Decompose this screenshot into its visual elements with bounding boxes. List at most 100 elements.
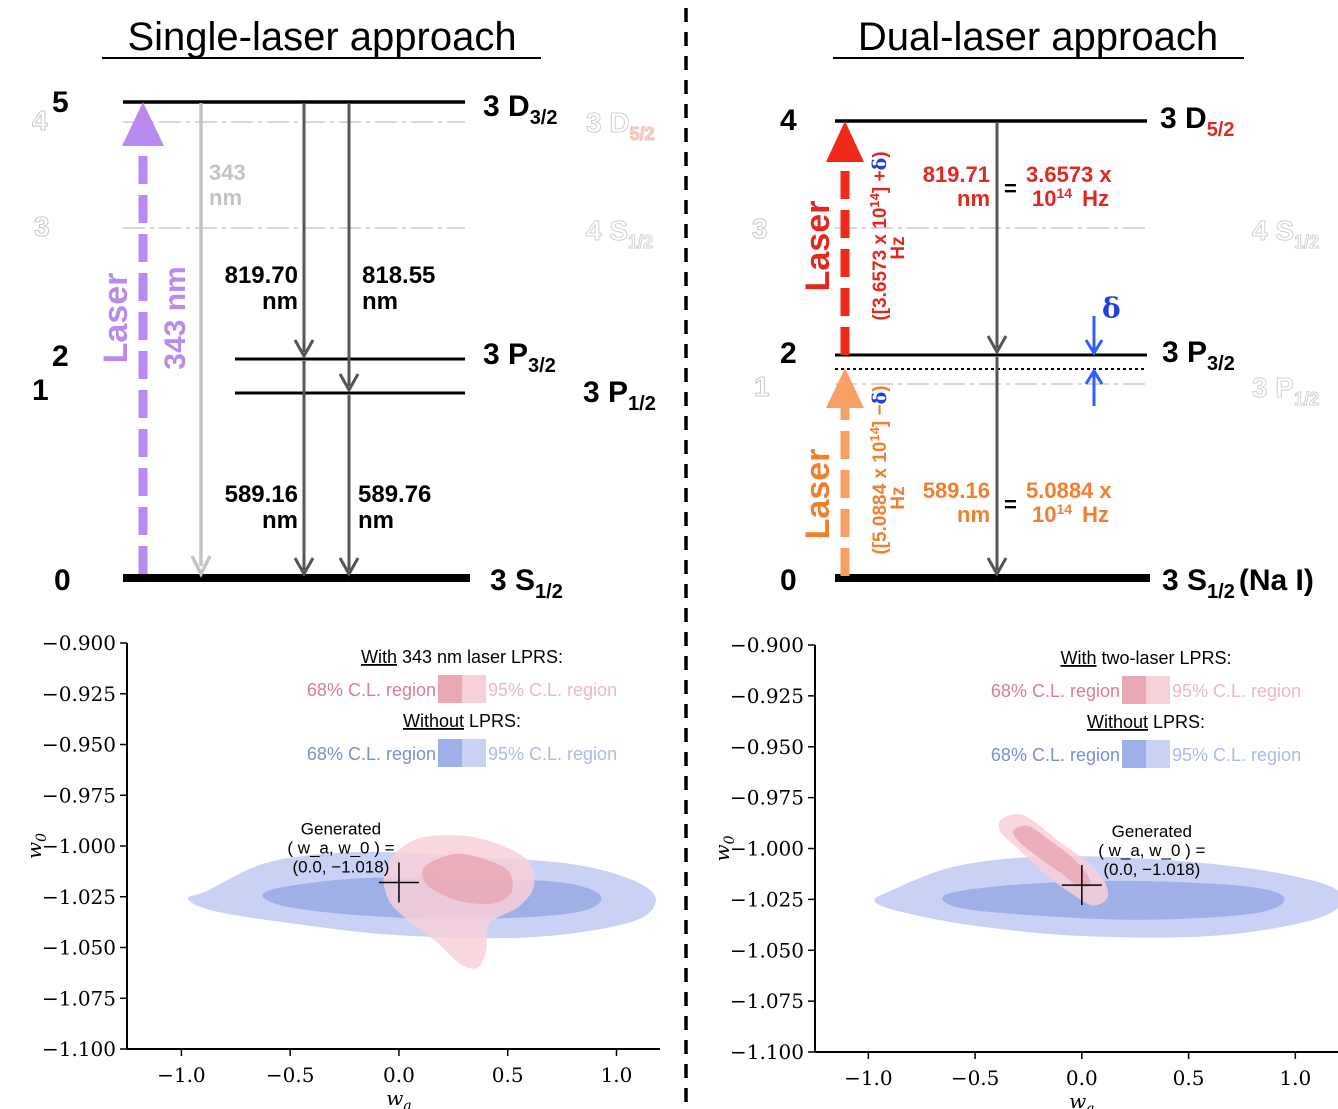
- label-3d52-r: 3 D5/2: [1160, 102, 1235, 141]
- left-contour-plot: −0.900 −0.925 −0.950 −0.975 −1.000 −1.025 −1.0…: [22, 631, 660, 1109]
- y-tick-label: −1.100: [42, 1037, 116, 1061]
- laser-label: Laser: [97, 273, 135, 364]
- level-number-3: 3: [34, 211, 50, 242]
- level-number-0-r: 0: [780, 564, 797, 597]
- upper-laser-unit: Hz: [888, 236, 909, 259]
- right-title: Dual-laser approach: [858, 15, 1218, 59]
- y-tick-label: −1.000: [730, 837, 804, 861]
- arrowhead-81855: [338, 373, 360, 394]
- legend-pink-68-label: 68% C.L. region: [307, 680, 436, 700]
- legend-swatch-blue-95: [1146, 740, 1170, 768]
- legend-pink-95-label: 95% C.L. region: [488, 680, 617, 700]
- level-number-0: 0: [54, 564, 71, 597]
- delta-arrowhead-up: [1084, 368, 1104, 385]
- legend-swatch-pink-95: [462, 675, 486, 703]
- x-axis-label-sub: a: [403, 1098, 411, 1109]
- legend-swatch-pink-68: [1122, 676, 1146, 704]
- y-tick-label: −0.925: [730, 684, 804, 708]
- level-number-4: 4: [32, 105, 48, 136]
- legend-without-heading-u: Without: [403, 711, 464, 731]
- upper-laser-arrowhead: [826, 121, 864, 162]
- level-number-1: 1: [32, 374, 49, 407]
- y-tick-label: −1.100: [730, 1040, 804, 1064]
- y-tick-label: −0.975: [42, 783, 116, 807]
- legend-with-heading-u: With: [1060, 648, 1096, 668]
- generated-label-line: (0.0, −1.018): [293, 858, 390, 877]
- label-ground: 3 S1/2: [490, 564, 563, 603]
- arrowhead-58976: [338, 557, 360, 578]
- legend-pink-95-label: 95% C.L. region: [1172, 681, 1301, 701]
- legend-without-heading-u: Without: [1087, 712, 1148, 732]
- y-tick-label: −1.050: [42, 936, 116, 960]
- y-tick-label: −0.950: [42, 733, 116, 757]
- y-axis-label: w0: [710, 835, 738, 861]
- gray-arrowhead-343: [190, 555, 212, 578]
- x-tick-label: −0.5: [951, 1066, 1000, 1090]
- y-tick-label: −1.075: [730, 989, 804, 1013]
- level-number-1-r: 1: [754, 371, 770, 402]
- x-axis-label: wa: [1069, 1089, 1094, 1109]
- lower-transition-value: 589.16: [923, 478, 990, 503]
- level-number-4-r: 4: [780, 104, 797, 137]
- upper-transition-unit: nm: [957, 186, 990, 211]
- arrowhead-58916-r: [986, 557, 1008, 578]
- legend-swatch-pink-68: [438, 675, 462, 703]
- x-axis-label: wa: [386, 1086, 411, 1109]
- x-tick-label: 0.5: [492, 1063, 524, 1087]
- y-axis-label-sub: 0: [722, 835, 738, 844]
- label-3p32-r: 3 P3/2: [1162, 336, 1235, 375]
- legend-with-heading-rest: two-laser LPRS:: [1096, 648, 1231, 668]
- y-tick-label: −1.025: [730, 887, 804, 911]
- lower-transition-unit: nm: [957, 502, 990, 527]
- y-tick-label: −0.950: [730, 735, 804, 759]
- transition-unit-81855: nm: [362, 288, 398, 315]
- x-axis-label-sub: a: [1086, 1101, 1094, 1109]
- generated-label-line: (0.0, −1.018): [1103, 860, 1200, 879]
- y-tick-label: −1.075: [42, 986, 116, 1010]
- legend-without-heading-rest: LPRS:: [1148, 712, 1205, 732]
- lower-laser-unit: Hz: [888, 486, 909, 509]
- lower-transition-freq2: 1014 Hz: [1032, 501, 1109, 527]
- label-3p32: 3 P3/2: [483, 338, 556, 377]
- legend-with-heading: With two-laser LPRS:: [1060, 648, 1231, 668]
- transition-label-81855: 818.55: [362, 262, 435, 289]
- generated-label-line: ( w_a, w_0 ) =: [287, 839, 394, 858]
- left-energy-diagram: Single-laser approach 5 4 3 2 1 0 3 D3/2…: [32, 15, 656, 603]
- x-tick-label: −0.5: [266, 1063, 315, 1087]
- legend-with-heading: With 343 nm laser LPRS:: [361, 647, 563, 667]
- upper-transition-freq2: 1014 Hz: [1032, 185, 1109, 211]
- x-tick-label: 1.0: [601, 1063, 633, 1087]
- legend-blue-95-label: 95% C.L. region: [1172, 745, 1301, 765]
- upper-laser-label: Laser: [799, 201, 837, 292]
- upper-transition-freq: 3.6573 x: [1026, 162, 1112, 187]
- delta-symbol: δ: [1102, 292, 1121, 325]
- legend-without-heading: Without LPRS:: [1087, 712, 1205, 732]
- x-tick-label: 1.0: [1279, 1066, 1311, 1090]
- transition-unit-58916: nm: [262, 507, 298, 534]
- x-tick-label: 0.0: [383, 1063, 415, 1087]
- contour-pink-68: [422, 853, 513, 905]
- transition-label-81970: 819.70: [225, 262, 298, 289]
- legend-pink-68-label: 68% C.L. region: [991, 681, 1120, 701]
- right-energy-diagram: Dual-laser approach 4 3 2 1 0 3 D5/2 4 S…: [752, 15, 1320, 603]
- generated-label-line: Generated: [1112, 822, 1192, 841]
- y-axis-label-sub: 0: [34, 833, 50, 842]
- legend-without-heading-rest: LPRS:: [464, 711, 521, 731]
- label-3p12: 3 P1/2: [583, 376, 656, 415]
- legend-with-heading-u: With: [361, 647, 397, 667]
- transition-label-58976: 589.76: [358, 481, 431, 508]
- lower-laser-arrowhead: [826, 368, 864, 408]
- y-tick-label: −1.050: [730, 938, 804, 962]
- upper-laser-frequency: ([3.6573 x 1014] +δ): [867, 151, 891, 320]
- transition-unit-81970: nm: [262, 288, 298, 315]
- level-number-5: 5: [52, 86, 69, 119]
- right-contour-plot: −0.900 −0.925 −0.950 −0.975 −1.000 −1.025 −1.0…: [710, 633, 1338, 1109]
- laser-arrowhead-343: [122, 102, 164, 146]
- y-tick-label: −0.975: [730, 786, 804, 810]
- lower-laser-label: Laser: [799, 449, 837, 540]
- transition-unit-58976: nm: [358, 507, 394, 534]
- level-number-2: 2: [52, 340, 69, 373]
- laser-wavelength: 343 nm: [159, 266, 192, 369]
- level-number-2-r: 2: [780, 337, 797, 370]
